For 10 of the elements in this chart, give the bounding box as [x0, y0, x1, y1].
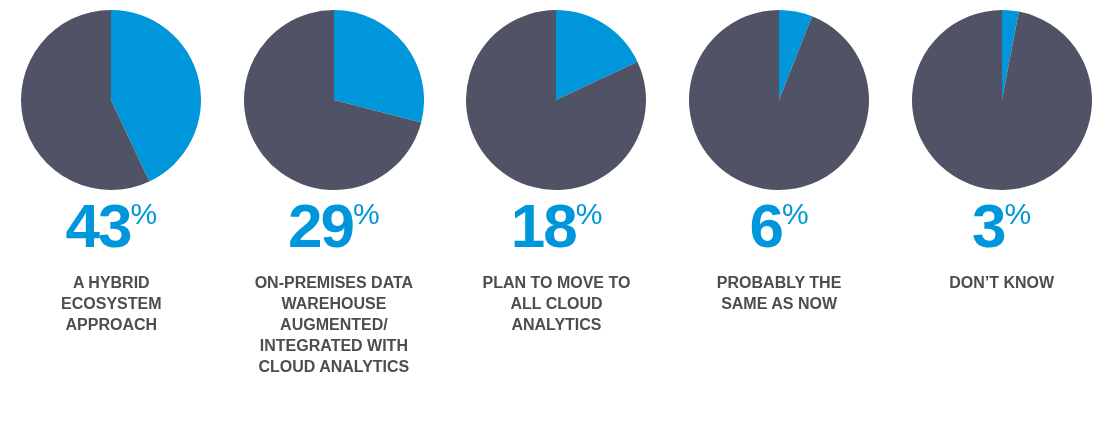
text: 43%: [65, 191, 158, 260]
text: PLAN TO MOVE TO ALL CLOUD ANALYTICS: [481, 273, 632, 335]
text: A HYBRID ECOSYSTEM APPROACH: [60, 273, 163, 335]
text: PROBABLY THE SAME AS NOW: [715, 273, 843, 314]
text: ON-PREMISES DATA WAREHOUSE AUGMENTED/ INTEGRATED WITH CLOUD ANALYTICS: [253, 273, 414, 377]
text: 3%: [972, 191, 1032, 260]
text: 6%: [749, 191, 809, 260]
text: 18%: [510, 191, 603, 260]
text: DON’T KNOW: [948, 273, 1056, 293]
text: 29%: [288, 191, 380, 260]
